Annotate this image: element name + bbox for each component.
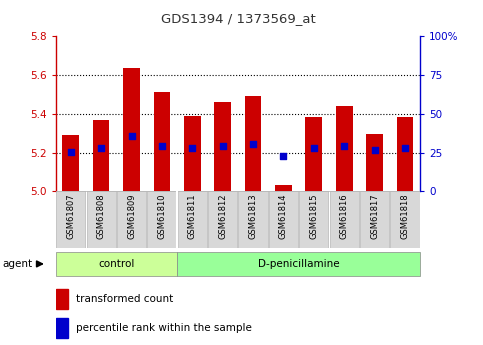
Text: GSM61809: GSM61809 bbox=[127, 194, 136, 239]
Text: agent: agent bbox=[2, 259, 32, 269]
Text: transformed count: transformed count bbox=[76, 294, 173, 304]
Text: GSM61812: GSM61812 bbox=[218, 194, 227, 239]
Bar bbox=[62, 135, 79, 191]
Point bbox=[128, 134, 135, 139]
Text: GDS1394 / 1373569_at: GDS1394 / 1373569_at bbox=[160, 12, 315, 25]
FancyBboxPatch shape bbox=[147, 191, 176, 248]
Text: GSM61814: GSM61814 bbox=[279, 194, 288, 239]
Bar bbox=[305, 117, 322, 191]
FancyBboxPatch shape bbox=[178, 191, 207, 248]
Point bbox=[158, 143, 166, 149]
Text: GSM61808: GSM61808 bbox=[97, 194, 106, 239]
Point bbox=[341, 143, 348, 149]
Point bbox=[249, 141, 257, 147]
Point bbox=[188, 145, 196, 150]
Text: GSM61811: GSM61811 bbox=[188, 194, 197, 239]
FancyBboxPatch shape bbox=[117, 191, 146, 248]
Text: GSM61813: GSM61813 bbox=[249, 194, 257, 239]
Text: control: control bbox=[98, 259, 134, 269]
FancyBboxPatch shape bbox=[56, 191, 85, 248]
Point bbox=[97, 145, 105, 150]
Point bbox=[219, 143, 227, 149]
Bar bbox=[397, 117, 413, 191]
Bar bbox=[214, 102, 231, 191]
Bar bbox=[154, 91, 170, 191]
Bar bbox=[184, 116, 200, 191]
Bar bbox=[336, 106, 353, 191]
FancyBboxPatch shape bbox=[56, 252, 177, 276]
Bar bbox=[93, 120, 110, 191]
Text: GSM61815: GSM61815 bbox=[309, 194, 318, 239]
FancyBboxPatch shape bbox=[360, 191, 389, 248]
Text: GSM61807: GSM61807 bbox=[66, 194, 75, 239]
Text: GSM61810: GSM61810 bbox=[157, 194, 167, 239]
Point bbox=[371, 147, 379, 152]
Text: D-penicillamine: D-penicillamine bbox=[258, 259, 340, 269]
Text: GSM61818: GSM61818 bbox=[400, 194, 410, 239]
FancyBboxPatch shape bbox=[86, 191, 116, 248]
Bar bbox=[275, 185, 292, 191]
Bar bbox=[56, 289, 68, 309]
Bar bbox=[245, 96, 261, 191]
Point bbox=[310, 145, 318, 150]
FancyBboxPatch shape bbox=[269, 191, 298, 248]
FancyBboxPatch shape bbox=[390, 191, 420, 248]
Text: GSM61816: GSM61816 bbox=[340, 194, 349, 239]
Text: GSM61817: GSM61817 bbox=[370, 194, 379, 239]
FancyBboxPatch shape bbox=[239, 191, 268, 248]
Bar bbox=[366, 134, 383, 191]
FancyBboxPatch shape bbox=[177, 252, 420, 276]
FancyBboxPatch shape bbox=[208, 191, 237, 248]
FancyBboxPatch shape bbox=[299, 191, 328, 248]
Bar bbox=[56, 318, 68, 337]
Point bbox=[401, 145, 409, 150]
Bar bbox=[123, 68, 140, 191]
Text: percentile rank within the sample: percentile rank within the sample bbox=[76, 323, 252, 333]
FancyBboxPatch shape bbox=[330, 191, 359, 248]
Point bbox=[280, 153, 287, 158]
Point bbox=[67, 149, 74, 155]
